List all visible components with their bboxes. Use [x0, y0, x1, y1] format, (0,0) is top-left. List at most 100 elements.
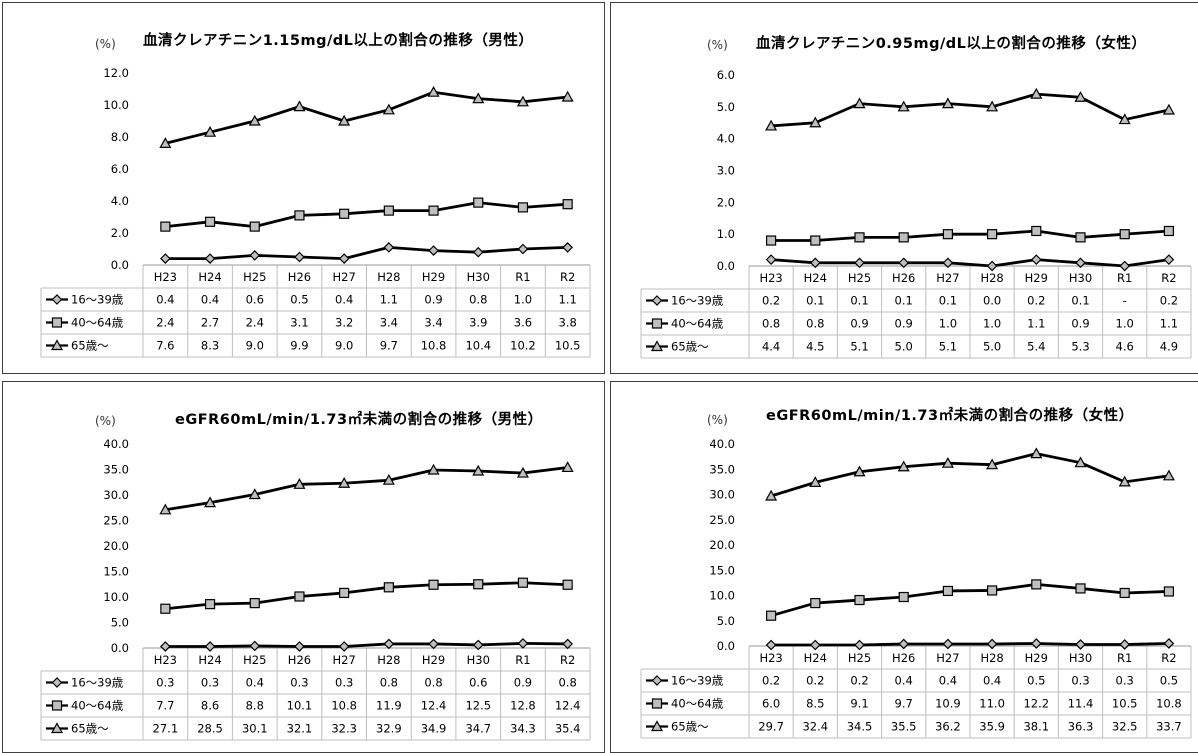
data-label: 9.7 — [895, 697, 913, 711]
x-tick-label: H26 — [892, 651, 915, 665]
data-label: 35.9 — [979, 720, 1005, 734]
series-1 — [765, 254, 1175, 272]
data-label: 12.8 — [510, 699, 536, 713]
data-label: 34.7 — [465, 722, 491, 736]
data-point — [898, 257, 910, 269]
x-tick-label: H25 — [243, 653, 266, 667]
data-point — [383, 242, 395, 253]
x-tick-label: H27 — [936, 271, 959, 285]
legend-label: 65歳～ — [71, 722, 109, 736]
data-point — [853, 97, 866, 109]
x-tick-label: R1 — [1117, 651, 1132, 665]
data-label: 4.6 — [1116, 340, 1134, 354]
data-label: 0.2 — [806, 674, 824, 688]
series-line — [770, 258, 1170, 268]
data-point — [382, 103, 395, 115]
data-label: 0.4 — [246, 676, 264, 690]
data-point — [338, 641, 350, 652]
series-line — [165, 581, 568, 611]
chart-panel-egfr-female: eGFR60mL/min/1.73㎡未満の割合の推移（女性） (%) 0.0 5.0 1… — [610, 381, 1198, 753]
data-label: 36.3 — [1068, 720, 1094, 734]
data-point — [898, 591, 909, 603]
chart-panel-egfr-male: eGFR60mL/min/1.73㎡未満の割合の推移（男性） (%) 0.0 5.0 1… — [2, 381, 605, 753]
x-tick-label: H29 — [1025, 271, 1048, 285]
data-label: 9.7 — [380, 339, 398, 353]
legend-marker — [651, 675, 663, 686]
data-point — [1030, 447, 1043, 459]
data-point — [561, 461, 574, 473]
data-label: 34.3 — [510, 722, 536, 736]
data-label: 0.5 — [1027, 674, 1045, 688]
series-2 — [766, 579, 1175, 621]
y-tick-label: 5.0 — [717, 614, 735, 628]
y-unit-label: (%) — [707, 38, 728, 52]
data-point — [1163, 225, 1175, 237]
x-tick-label: H23 — [759, 651, 782, 665]
data-point — [562, 242, 573, 253]
y-tick-label: 2.0 — [111, 226, 129, 240]
x-tick-label: H25 — [848, 651, 871, 665]
data-point — [517, 202, 529, 213]
x-tick-label: R1 — [1117, 271, 1132, 285]
data-label: 3.4 — [380, 316, 398, 330]
data-label: 34.5 — [847, 720, 873, 734]
data-label: 10.9 — [935, 697, 961, 711]
series-2 — [160, 197, 573, 232]
data-point — [294, 251, 305, 263]
chart-egfr-female: eGFR60mL/min/1.73㎡未満の割合の推移（女性） (%) 0.0 5.0 1… — [640, 406, 1192, 739]
x-tick-label: H23 — [759, 271, 782, 285]
chart-title: eGFR60mL/min/1.73㎡未満の割合の推移（男性） — [175, 410, 543, 428]
data-point — [810, 597, 821, 609]
series-line — [165, 642, 568, 648]
data-point — [472, 464, 485, 476]
x-tick-label: H30 — [1069, 271, 1092, 285]
data-point — [339, 587, 350, 599]
data-label: 0.4 — [335, 293, 353, 307]
data-point — [562, 199, 573, 210]
x-tick-label: H30 — [467, 653, 490, 667]
legend-label: 65歳～ — [71, 339, 109, 353]
data-label: 4.4 — [762, 340, 780, 354]
data-label: 12.4 — [421, 699, 447, 713]
data-point — [1163, 638, 1175, 649]
data-point — [338, 114, 351, 126]
data-point — [516, 466, 529, 478]
data-label: 5.3 — [1071, 340, 1089, 354]
x-tick-label: H27 — [333, 270, 356, 284]
series-2 — [766, 225, 1175, 246]
data-point — [1074, 91, 1087, 102]
x-tick-label: H28 — [377, 270, 400, 284]
data-label: 29.7 — [758, 720, 784, 734]
legend-marker — [51, 317, 63, 328]
data-label: 8.3 — [201, 339, 219, 353]
x-tick-label: R2 — [1161, 271, 1176, 285]
data-point — [249, 640, 261, 652]
data-label: 10.1 — [287, 699, 313, 713]
data-point — [472, 246, 484, 258]
chart-panel-creatinine-male: 血清クレアチニン1.15mg/dL以上の割合の推移（男性） (%) 0.0 2.0 4.… — [2, 2, 605, 374]
data-label: 0.5 — [1160, 674, 1178, 688]
data-label: 0.1 — [939, 294, 957, 308]
chart-creatinine-male: 血清クレアチニン1.15mg/dL以上の割合の推移（男性） (%) 0.0 2.0 4.… — [40, 31, 591, 358]
data-label: 10.4 — [465, 339, 491, 353]
data-point — [338, 477, 351, 488]
data-label: 36.2 — [935, 720, 961, 734]
data-point — [853, 465, 866, 477]
data-point — [472, 639, 484, 651]
legend-label: 16～39歳 — [71, 293, 124, 307]
legend-label: 65歳～ — [671, 720, 709, 734]
y-tick-label: 10.0 — [103, 98, 129, 112]
data-label: 32.9 — [376, 722, 402, 736]
data-point — [941, 97, 954, 109]
data-label: 28.5 — [197, 722, 223, 736]
series-3 — [159, 461, 574, 515]
data-label: 12.4 — [555, 699, 581, 713]
data-label: 0.9 — [850, 317, 868, 331]
data-point — [338, 253, 350, 264]
data-point — [809, 116, 822, 128]
data-point — [942, 257, 954, 269]
data-point — [986, 638, 998, 650]
data-point — [428, 205, 439, 216]
series-2 — [160, 577, 573, 614]
legend-marker — [51, 294, 63, 305]
